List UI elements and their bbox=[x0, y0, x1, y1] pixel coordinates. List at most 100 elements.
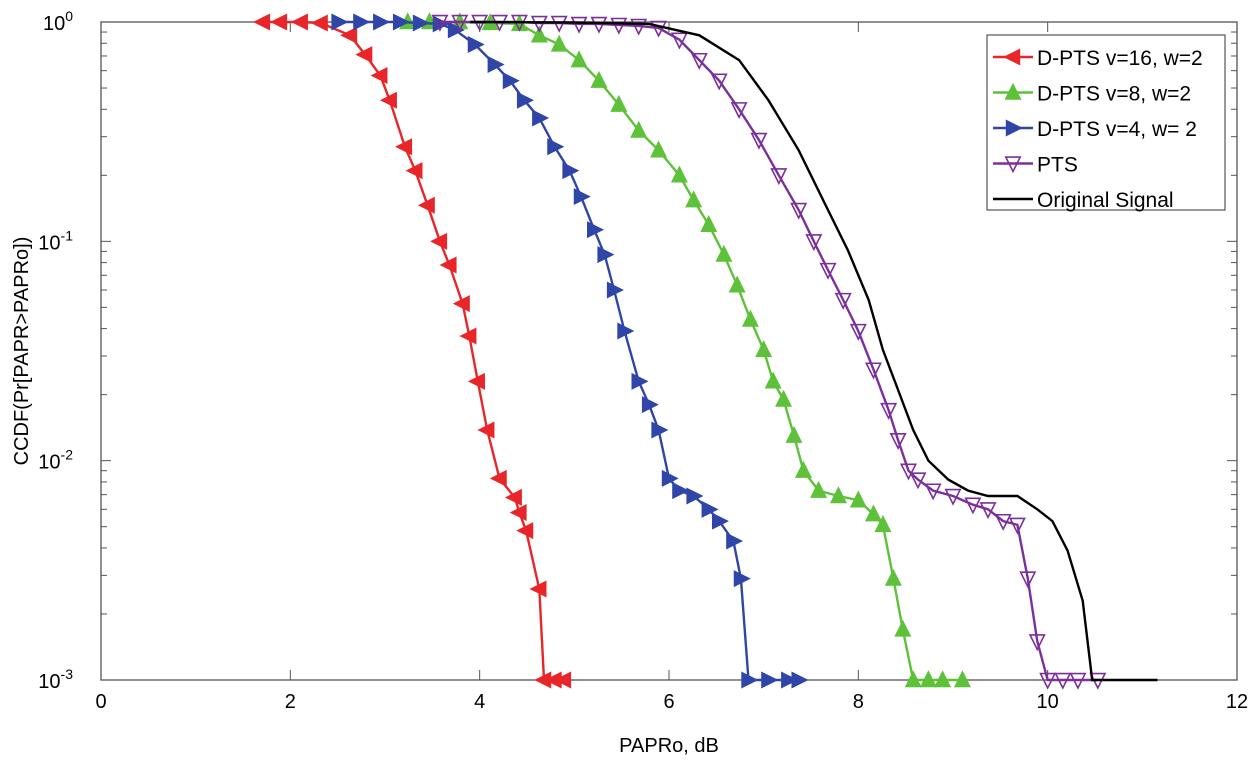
data-point bbox=[651, 421, 669, 439]
data-point bbox=[1019, 571, 1037, 589]
legend-marker bbox=[1004, 82, 1022, 100]
data-point bbox=[750, 132, 768, 150]
data-point bbox=[685, 190, 703, 208]
y-tick-label: 100 bbox=[43, 8, 73, 35]
data-point bbox=[700, 214, 718, 232]
data-point bbox=[894, 619, 912, 637]
series-line bbox=[407, 20, 963, 682]
data-point bbox=[670, 165, 688, 183]
data-point bbox=[502, 72, 520, 90]
data-point bbox=[379, 91, 397, 109]
legend-item: D-PTS v=8, w=2 bbox=[993, 83, 1191, 106]
data-point bbox=[829, 486, 847, 504]
series-line bbox=[262, 20, 564, 682]
data-point bbox=[741, 309, 759, 327]
legend-item: PTS bbox=[993, 154, 1078, 177]
x-tick-label: 6 bbox=[663, 691, 674, 713]
data-point bbox=[1054, 672, 1072, 690]
data-point bbox=[412, 14, 430, 32]
data-point bbox=[447, 21, 465, 39]
legend: D-PTS v=16, w=2 D-PTS v=8, w=2 D-PTS v=4, … bbox=[986, 34, 1226, 212]
data-point bbox=[849, 490, 867, 508]
data-point bbox=[405, 162, 423, 180]
data-point bbox=[864, 362, 882, 380]
data-point bbox=[1069, 672, 1087, 690]
data-point bbox=[670, 32, 688, 50]
legend-label: D-PTS v=16, w=2 bbox=[1037, 47, 1203, 70]
data-point bbox=[834, 292, 852, 310]
data-point bbox=[489, 469, 507, 487]
data-point bbox=[590, 70, 608, 88]
data-point bbox=[715, 244, 733, 262]
data-point bbox=[1008, 517, 1026, 535]
data-point bbox=[270, 13, 288, 31]
data-point bbox=[904, 670, 922, 688]
data-point bbox=[516, 91, 534, 109]
data-point bbox=[570, 50, 588, 68]
data-point bbox=[726, 532, 744, 550]
data-point bbox=[880, 402, 898, 420]
data-point bbox=[530, 15, 548, 33]
data-point bbox=[570, 16, 588, 34]
data-point bbox=[711, 512, 729, 530]
data-point bbox=[590, 16, 608, 34]
data-point bbox=[889, 432, 907, 450]
x-axis-label: PAPRo, dB bbox=[619, 735, 719, 757]
series-original-signal bbox=[470, 20, 1158, 682]
data-point bbox=[785, 425, 803, 443]
data-point bbox=[741, 671, 759, 689]
data-point bbox=[733, 570, 751, 588]
data-point bbox=[686, 487, 704, 505]
legend-item: D-PTS v=4, w= 2 bbox=[993, 118, 1197, 141]
data-point bbox=[650, 140, 668, 158]
data-point bbox=[849, 323, 867, 341]
data-point bbox=[355, 46, 373, 64]
data-point bbox=[370, 67, 388, 85]
data-point bbox=[530, 25, 548, 43]
data-point bbox=[909, 472, 927, 490]
data-point bbox=[900, 463, 918, 481]
data-point bbox=[690, 52, 708, 70]
data-point bbox=[459, 327, 477, 345]
x-tick-label: 2 bbox=[285, 691, 296, 713]
data-point bbox=[791, 671, 809, 689]
y-tick-label: 10-2 bbox=[38, 447, 73, 474]
data-point bbox=[430, 232, 448, 250]
data-point bbox=[770, 168, 788, 186]
data-point bbox=[417, 196, 435, 214]
x-tick-label: 4 bbox=[474, 691, 485, 713]
data-point bbox=[794, 460, 812, 478]
legend-label: D-PTS v=8, w=2 bbox=[1037, 83, 1191, 106]
legend-label: D-PTS v=4, w= 2 bbox=[1037, 118, 1197, 141]
y-tick-label: 10-1 bbox=[38, 227, 73, 254]
series-line bbox=[470, 20, 1158, 682]
data-point bbox=[790, 202, 808, 220]
data-point bbox=[310, 14, 328, 32]
data-point bbox=[764, 371, 782, 389]
data-point bbox=[554, 671, 572, 689]
x-tick-label: 8 bbox=[853, 691, 864, 713]
data-point bbox=[775, 389, 793, 407]
legend-label: Original Signal bbox=[1037, 189, 1174, 212]
data-point bbox=[529, 580, 547, 598]
y-axis-label: CCDF(Pr[PAPR>PAPRo]) bbox=[11, 237, 33, 466]
series-d-pts-v-4-w-2 bbox=[331, 13, 809, 689]
data-point bbox=[761, 671, 779, 689]
data-point bbox=[504, 488, 522, 506]
data-point bbox=[1028, 634, 1046, 652]
data-point bbox=[661, 469, 679, 487]
data-point bbox=[331, 13, 349, 31]
data-point bbox=[606, 281, 624, 299]
data-point bbox=[1039, 672, 1057, 690]
legend-marker bbox=[1005, 119, 1023, 137]
legend-marker bbox=[1003, 48, 1021, 66]
legend-item: Original Signal bbox=[993, 189, 1174, 212]
data-point bbox=[516, 522, 534, 540]
data-point bbox=[477, 421, 495, 439]
data-point bbox=[650, 20, 668, 38]
data-point bbox=[710, 73, 728, 91]
data-point bbox=[919, 670, 937, 688]
data-point bbox=[353, 13, 371, 31]
data-point bbox=[550, 34, 568, 52]
